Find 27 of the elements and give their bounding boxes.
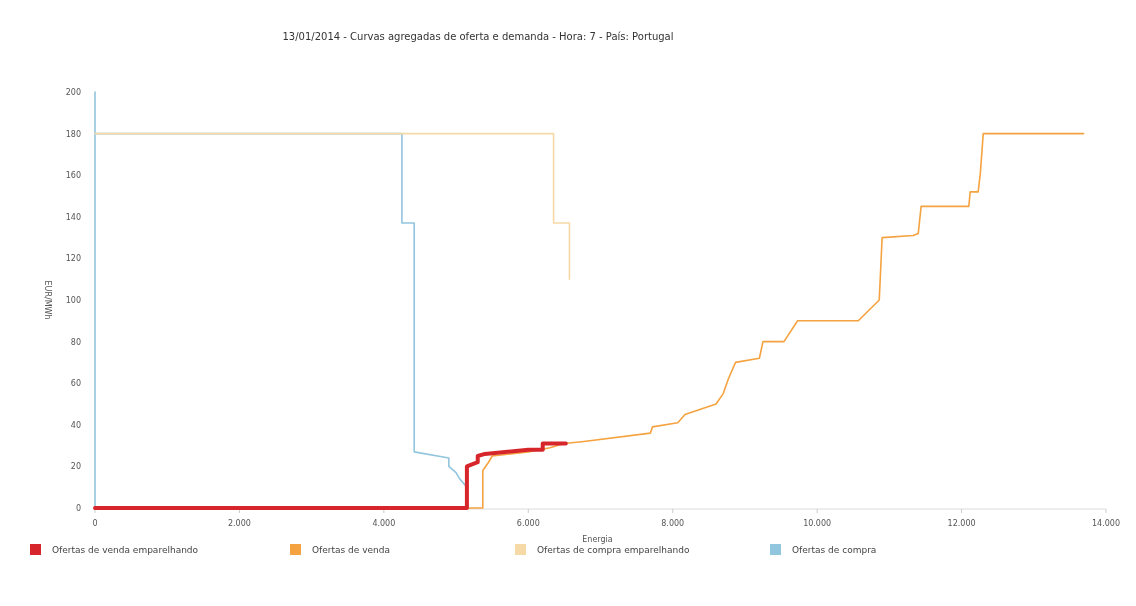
y-tick-label: 160 xyxy=(65,171,81,181)
legend-label: Ofertas de venda xyxy=(312,545,390,555)
x-tick-label: 6.000 xyxy=(516,519,540,528)
chart-title: 13/01/2014 - Curvas agregadas de oferta e demanda - Hora: 7 - País: Portugal xyxy=(282,31,674,42)
y-axis-title: EUR/MWh xyxy=(43,280,52,320)
y-tick-label: 80 xyxy=(70,337,81,347)
y-tick-label: 20 xyxy=(70,462,81,472)
x-tick-label: 14.000 xyxy=(1092,519,1120,528)
x-tick-label: 0 xyxy=(92,519,98,528)
legend-label: Ofertas de compra emparelhando xyxy=(537,545,690,555)
y-tick-label: 140 xyxy=(65,212,81,222)
x-tick-label: 12.000 xyxy=(947,519,976,528)
y-tick-label: 100 xyxy=(65,296,81,305)
legend-label: Ofertas de compra xyxy=(792,545,877,555)
y-tick-label: 0 xyxy=(75,504,81,513)
y-tick-label: 40 xyxy=(70,420,81,430)
y-tick-label: 180 xyxy=(65,129,81,139)
x-axis-title: Energia xyxy=(582,535,613,544)
line-series xyxy=(93,441,568,510)
x-tick-label: 10.000 xyxy=(803,519,832,528)
x-tick-label: 8.000 xyxy=(661,519,685,528)
y-tick-label: 200 xyxy=(65,88,81,97)
y-tick-label: 60 xyxy=(70,379,81,389)
y-tick-label: 120 xyxy=(65,254,81,264)
x-tick-label: 2.000 xyxy=(227,519,251,528)
legend-label: Ofertas de venda emparelhando xyxy=(52,545,199,555)
x-tick-label: 4.000 xyxy=(372,519,396,528)
